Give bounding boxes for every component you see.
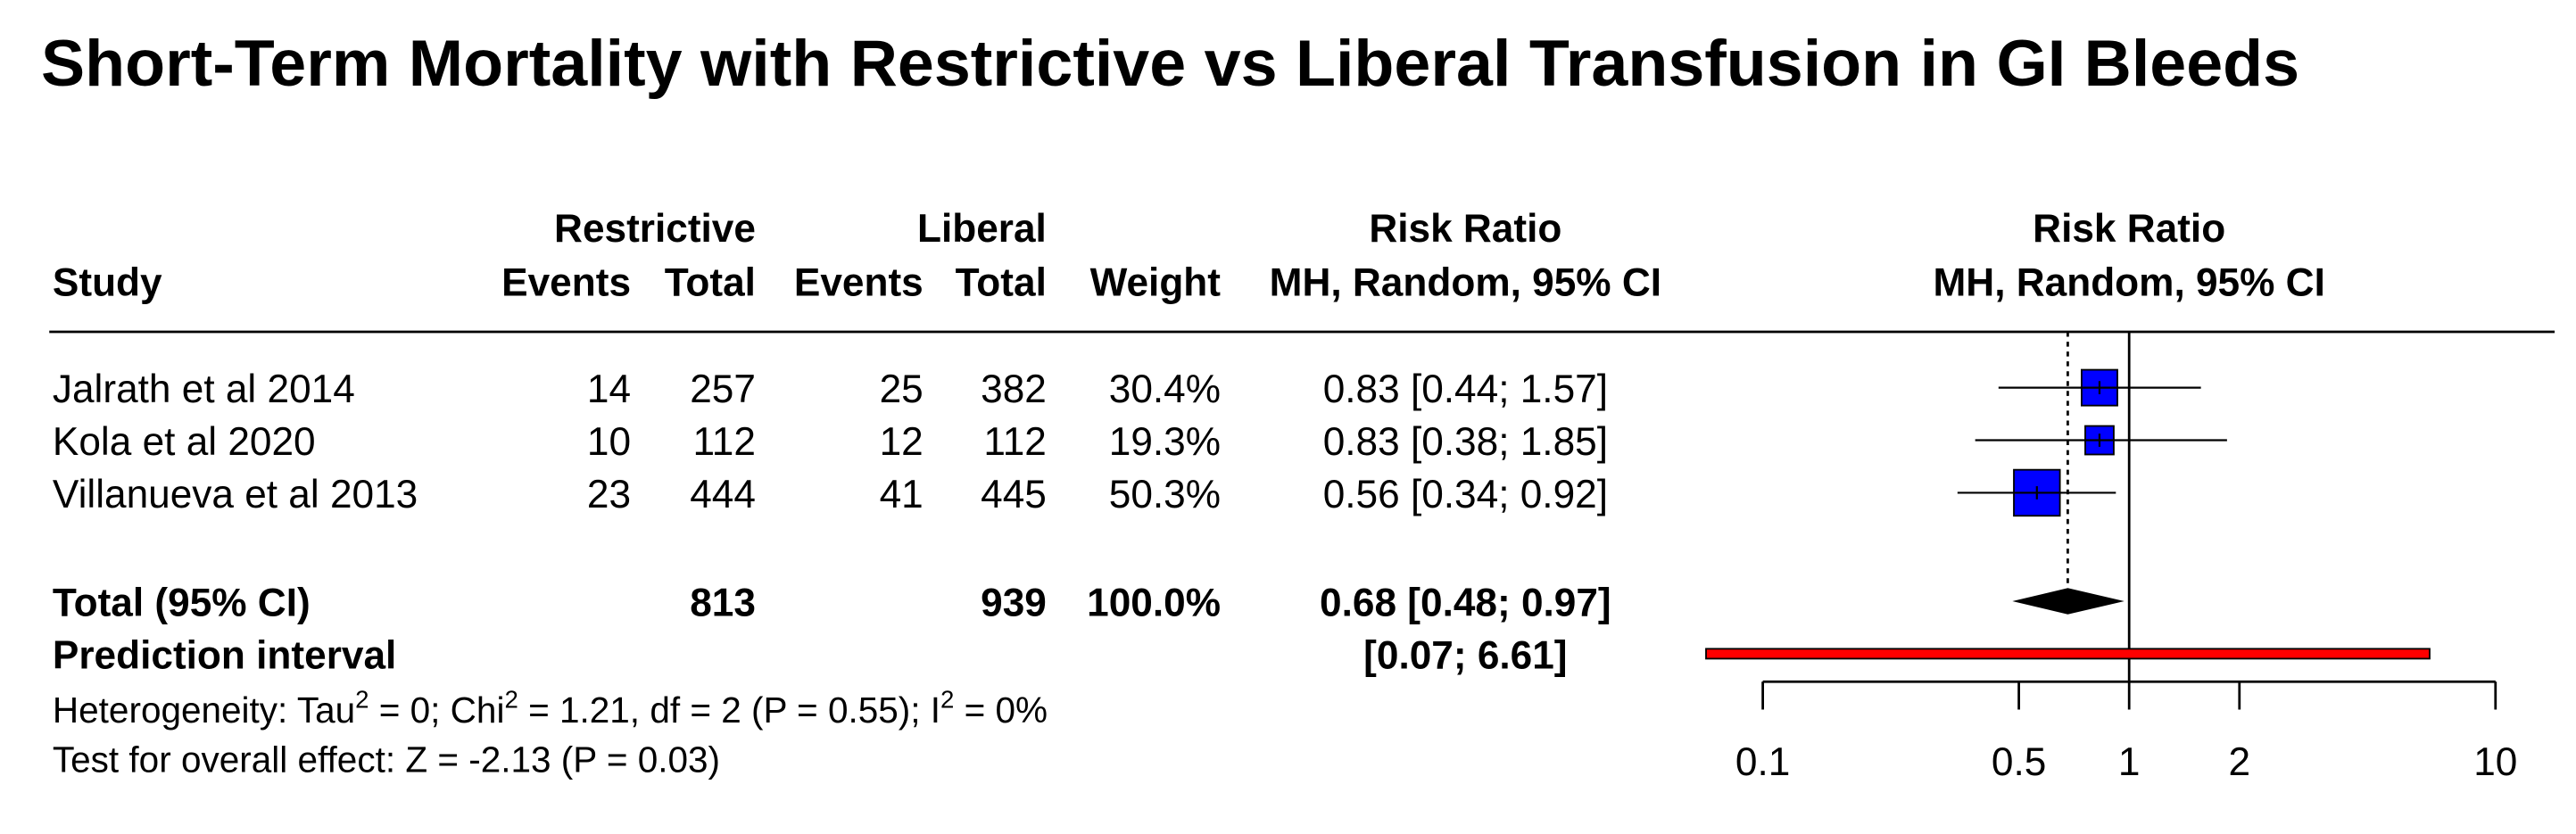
total-name: Total (95% CI): [53, 582, 311, 625]
prediction-name: Prediction interval: [53, 633, 396, 677]
column-header: Total: [956, 261, 1047, 305]
ci-label: 0.83 [0.44; 1.57]: [1323, 367, 1608, 411]
plot-header: Risk Ratio: [2033, 207, 2225, 251]
summary-diamond: [2012, 588, 2125, 615]
weight: 30.4%: [1109, 367, 1221, 411]
study-name: Kola et al 2020: [53, 420, 316, 464]
group-header: Restrictive: [554, 207, 756, 251]
column-header: Events: [501, 261, 631, 305]
cell: 41: [880, 473, 924, 516]
cell: 444: [690, 473, 756, 516]
weight: 100.0%: [1087, 582, 1221, 625]
column-header: MH, Random, 95% CI: [1270, 261, 1661, 305]
overall-effect: Test for overall effect: Z = -2.13 (P = …: [53, 739, 720, 780]
ci-label: 0.56 [0.34; 0.92]: [1323, 473, 1608, 516]
heterogeneity-part: = 0; Chi: [369, 689, 505, 731]
cell: 14: [587, 367, 631, 411]
column-header: Weight: [1090, 261, 1222, 305]
cell: 12: [880, 420, 924, 464]
study-name: Villanueva et al 2013: [53, 473, 418, 516]
cell: 257: [690, 367, 756, 411]
cell: 10: [587, 420, 631, 464]
column-header: Events: [794, 261, 924, 305]
column-header: Risk Ratio: [1369, 207, 1561, 251]
heterogeneity-part: = 1.21, df = 2 (P = 0.55); I: [518, 689, 940, 731]
weight: 19.3%: [1109, 420, 1221, 464]
x-tick-label: 1: [2118, 740, 2141, 784]
x-tick-label: 2: [2229, 740, 2251, 784]
study-name: Jalrath et al 2014: [53, 367, 355, 411]
x-tick-label: 10: [2473, 740, 2517, 784]
cell: 112: [693, 420, 756, 464]
cell: 112: [983, 420, 1046, 464]
cell: 382: [981, 367, 1047, 411]
group-header: Liberal: [917, 207, 1047, 251]
column-header: Total: [665, 261, 756, 305]
ci-label: [0.07; 6.61]: [1363, 633, 1567, 677]
heterogeneity: Heterogeneity: Tau2 = 0; Chi2 = 1.21, df…: [53, 686, 1048, 731]
ci-label: 0.83 [0.38; 1.85]: [1323, 420, 1608, 464]
heterogeneity-part: 2: [355, 686, 369, 714]
heterogeneity-part: 2: [504, 686, 518, 714]
chart-title: Short-Term Mortality with Restrictive vs…: [41, 26, 2299, 100]
x-tick-label: 0.5: [1992, 740, 2046, 784]
cell: 939: [981, 582, 1047, 625]
plot-header: MH, Random, 95% CI: [1934, 261, 2325, 305]
cell: 813: [690, 582, 756, 625]
cell: 25: [880, 367, 924, 411]
x-tick-label: 0.1: [1735, 740, 1790, 784]
weight: 50.3%: [1109, 473, 1221, 516]
cell: 445: [981, 473, 1047, 516]
heterogeneity-part: Heterogeneity: Tau: [53, 689, 355, 731]
ci-label: 0.68 [0.48; 0.97]: [1320, 582, 1611, 625]
column-header: Study: [53, 261, 162, 305]
heterogeneity-part: 2: [940, 686, 954, 714]
cell: 23: [587, 473, 631, 516]
prediction-bar: [1705, 648, 2431, 660]
heterogeneity-part: = 0%: [954, 689, 1048, 731]
